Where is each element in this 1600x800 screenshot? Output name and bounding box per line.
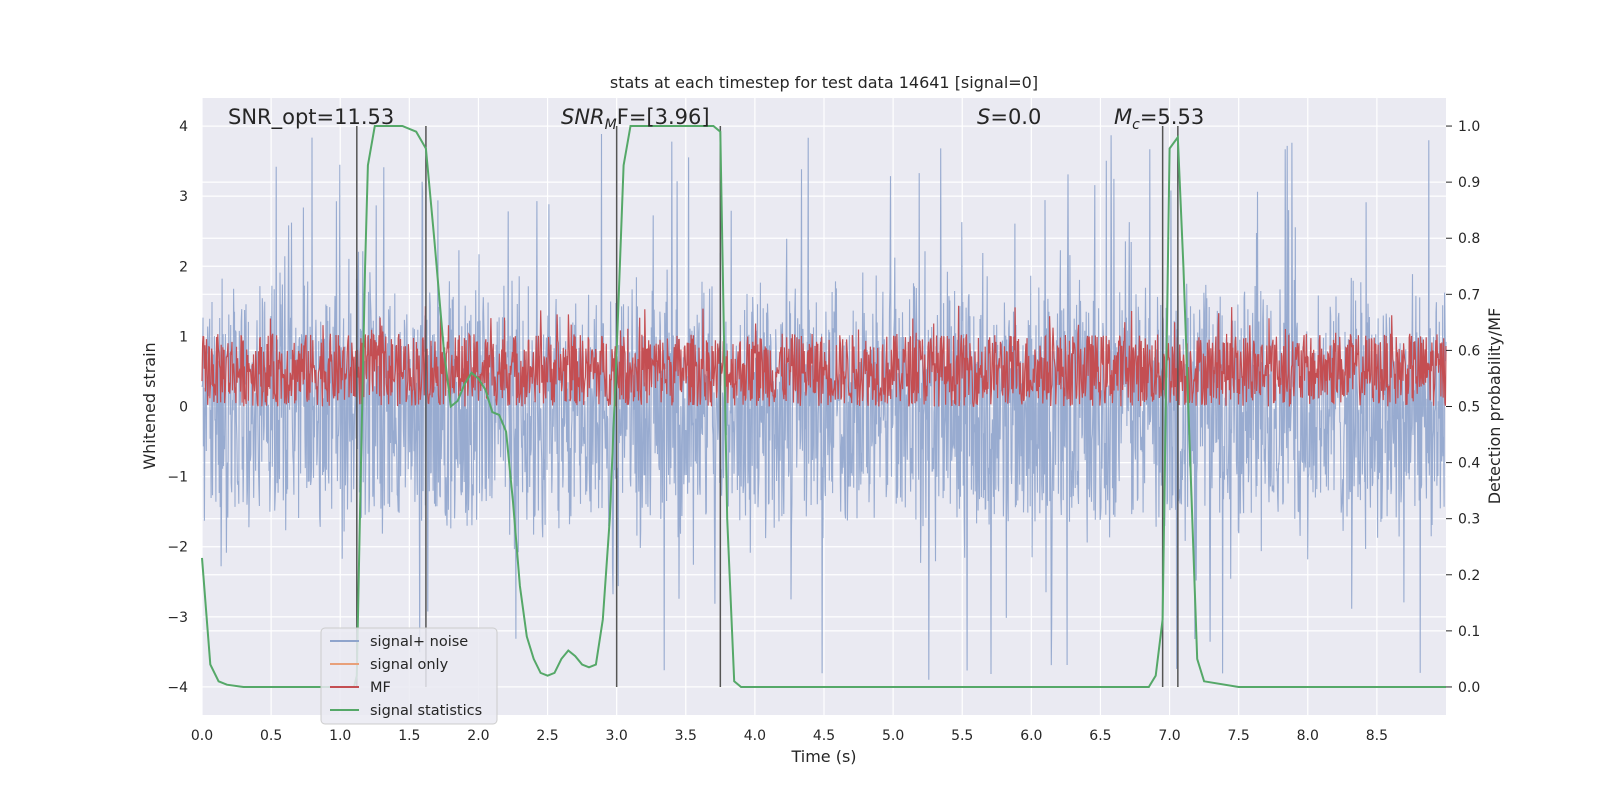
- y-right-tick-label: 0.2: [1458, 568, 1480, 584]
- y-left-tick-label: 1: [179, 329, 188, 345]
- signal-noise-line: [201, 133, 1447, 680]
- x-tick-label: 4.5: [813, 728, 835, 744]
- y-left-tick-label: 3: [179, 189, 188, 205]
- y-left-tick-label: 4: [179, 119, 188, 135]
- y-left-tick-label: −1: [167, 470, 188, 486]
- x-tick-label: 2.5: [536, 728, 558, 744]
- y-left-tick-label: −4: [167, 680, 188, 696]
- legend-label-mf: MF: [370, 680, 391, 696]
- x-tick-label: 7.5: [1228, 728, 1250, 744]
- x-tick-label: 7.0: [1158, 728, 1180, 744]
- x-tick-label: 0.5: [260, 728, 282, 744]
- y-left-tick-label: −2: [167, 540, 188, 556]
- annotation-mc: Mc=5.53: [1114, 105, 1204, 133]
- x-axis-label: Time (s): [790, 747, 856, 766]
- x-tick-label: 3.0: [606, 728, 628, 744]
- x-tick-label: 5.0: [882, 728, 904, 744]
- y-right-tick-label: 1.0: [1458, 119, 1480, 135]
- y-right-tick-label: 0.0: [1458, 680, 1480, 696]
- y-left-tick-label: −3: [167, 610, 188, 626]
- y-right-tick-label: 0.9: [1458, 175, 1480, 191]
- y-right-tick-label: 0.4: [1458, 456, 1480, 472]
- y-right-tick-label: 0.6: [1458, 343, 1480, 359]
- annotation-snr-opt: SNR_opt=11.53: [228, 105, 394, 130]
- x-tick-label: 0.0: [191, 728, 213, 744]
- annotation-s: S=0.0: [977, 105, 1041, 129]
- legend-label-signal-noise: signal+ noise: [370, 634, 468, 650]
- y-axis-label-left: Whitened strain: [140, 342, 159, 469]
- x-tick-label: 6.5: [1089, 728, 1111, 744]
- y-right-tick-label: 0.5: [1458, 400, 1480, 416]
- noise-series: [201, 133, 1447, 680]
- x-tick-label: 1.0: [329, 728, 351, 744]
- legend-box: [320, 627, 498, 725]
- x-tick-label: 8.5: [1366, 728, 1388, 744]
- chart-title: stats at each timestep for test data 146…: [610, 73, 1038, 92]
- y-axis-label-right: Detection probability/MF: [1485, 308, 1504, 505]
- x-tick-label: 5.5: [951, 728, 973, 744]
- x-tick-label: 1.5: [398, 728, 420, 744]
- y-right-tick-label: 0.7: [1458, 287, 1480, 303]
- legend-label-signal-statistics: signal statistics: [370, 703, 482, 719]
- signal-statistics-series: [201, 125, 1446, 688]
- y-left-tick-label: 2: [179, 259, 188, 275]
- legend: signal+ noise signal only MF signal stat…: [320, 627, 498, 725]
- legend-label-signal-only: signal only: [370, 657, 449, 673]
- y-right-tick-label: 0.1: [1458, 624, 1480, 640]
- x-tick-label: 6.0: [1020, 728, 1042, 744]
- mf-line: [201, 305, 1447, 408]
- y-left-ticks: −4 −3 −2 −1 0 1 2 3 4: [167, 119, 188, 696]
- y-right-ticks: 0.0 0.1 0.2 0.3 0.4 0.5 0.6 0.7 0.8 0.9 1.0: [1446, 119, 1480, 696]
- y-right-tick-label: 0.3: [1458, 512, 1480, 528]
- annotation-snr-mf: SNRMF=[3.96]: [561, 105, 710, 133]
- y-left-tick-label: 0: [179, 400, 188, 416]
- x-ticks: 0.0 0.5 1.0 1.5 2.0 2.5 3.0 3.5 4.0 4.5 5.0 5.5 6.0 6…: [191, 728, 1388, 744]
- signal-statistics-line: [201, 125, 1446, 688]
- x-tick-label: 4.0: [744, 728, 766, 744]
- x-tick-label: 3.5: [675, 728, 697, 744]
- x-tick-label: 8.0: [1297, 728, 1319, 744]
- y-right-tick-label: 0.8: [1458, 231, 1480, 247]
- x-tick-label: 2.0: [467, 728, 489, 744]
- mf-series: [201, 305, 1447, 408]
